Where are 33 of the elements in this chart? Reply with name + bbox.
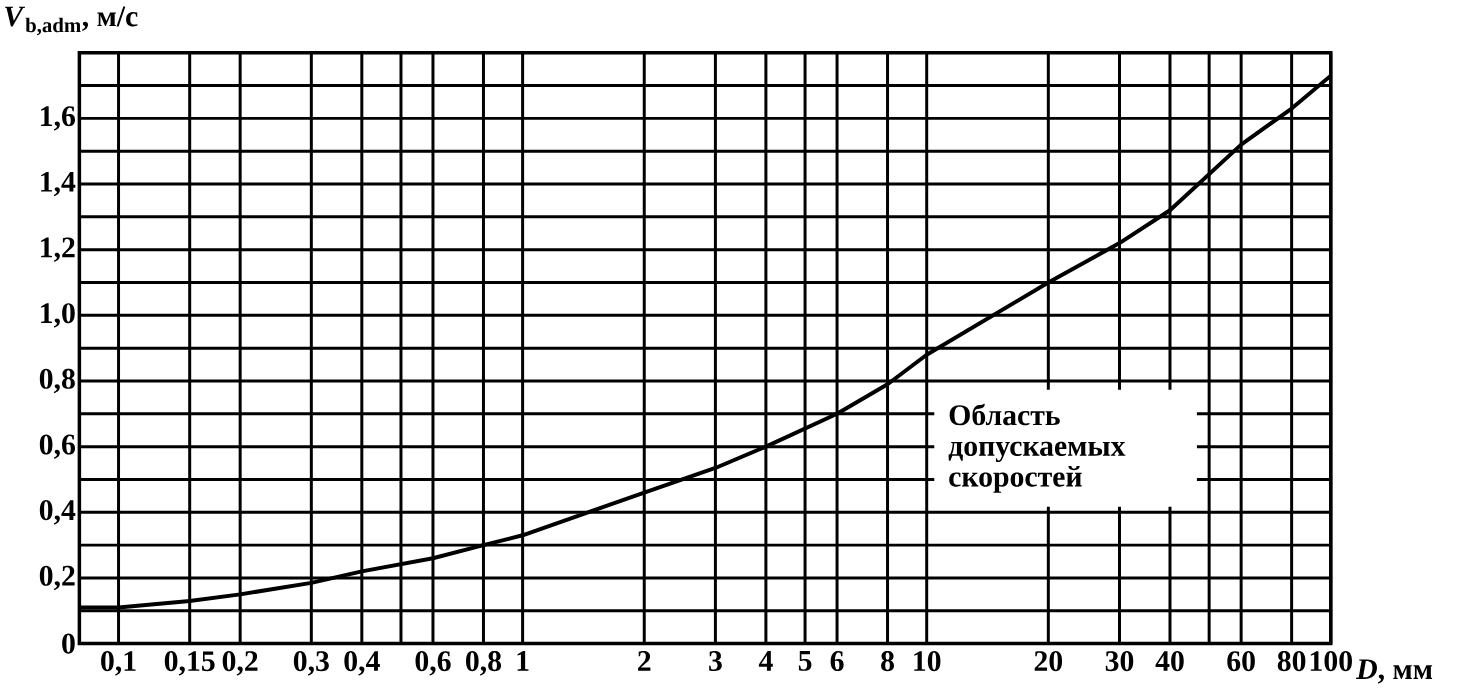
y-tick-label: 1,2 bbox=[41, 237, 75, 262]
y-tick-label: 0,6 bbox=[39, 434, 75, 459]
x-tick-label: 2 bbox=[638, 650, 651, 671]
x-axis-title: D, мм bbox=[1355, 659, 1433, 684]
y-tick-label: 1,4 bbox=[41, 171, 76, 196]
x-tick-label: 3 bbox=[709, 650, 722, 671]
y-axis-title: V$_{b,adm}$, м/с bbox=[5, 6, 138, 36]
x-tick-label: 40 bbox=[1155, 650, 1184, 671]
x-tick-label: 0,3 bbox=[293, 650, 329, 676]
x-tick-label: 20 bbox=[1034, 650, 1063, 671]
y-tick-label: 0,2 bbox=[39, 565, 75, 590]
x-tick-label: 6 bbox=[830, 650, 844, 671]
x-tick-label: 100 bbox=[1310, 650, 1352, 671]
x-tick-label: 80 bbox=[1277, 650, 1306, 671]
x-tick-label: 0,8 bbox=[466, 650, 502, 676]
x-tick-label: 10 bbox=[914, 650, 941, 671]
x-tick-label: 1 bbox=[517, 650, 529, 671]
y-tick-label: 0,4 bbox=[39, 499, 76, 525]
x-tick-label: 0,1 bbox=[101, 650, 136, 676]
y-tick-label: 0,8 bbox=[39, 368, 75, 394]
y-tick-label: 1,6 bbox=[41, 106, 75, 131]
x-tick-label: 4 bbox=[758, 650, 773, 671]
x-tick-label: 0,4 bbox=[344, 650, 380, 676]
x-tick-label: 0,15 bbox=[164, 650, 215, 676]
x-tick-label: 0,6 bbox=[415, 650, 451, 676]
x-tick-label: 0,2 bbox=[222, 650, 258, 676]
x-tick-label: 60 bbox=[1227, 650, 1255, 671]
annotation: Область допускаемых скоростей bbox=[948, 403, 1126, 493]
y-tick-label: 1,0 bbox=[41, 302, 75, 328]
y-tick-label: 0 bbox=[62, 633, 75, 654]
x-tick-label: 5 bbox=[798, 650, 812, 671]
x-tick-label: 8 bbox=[881, 650, 894, 671]
x-tick-label: 30 bbox=[1105, 650, 1134, 671]
